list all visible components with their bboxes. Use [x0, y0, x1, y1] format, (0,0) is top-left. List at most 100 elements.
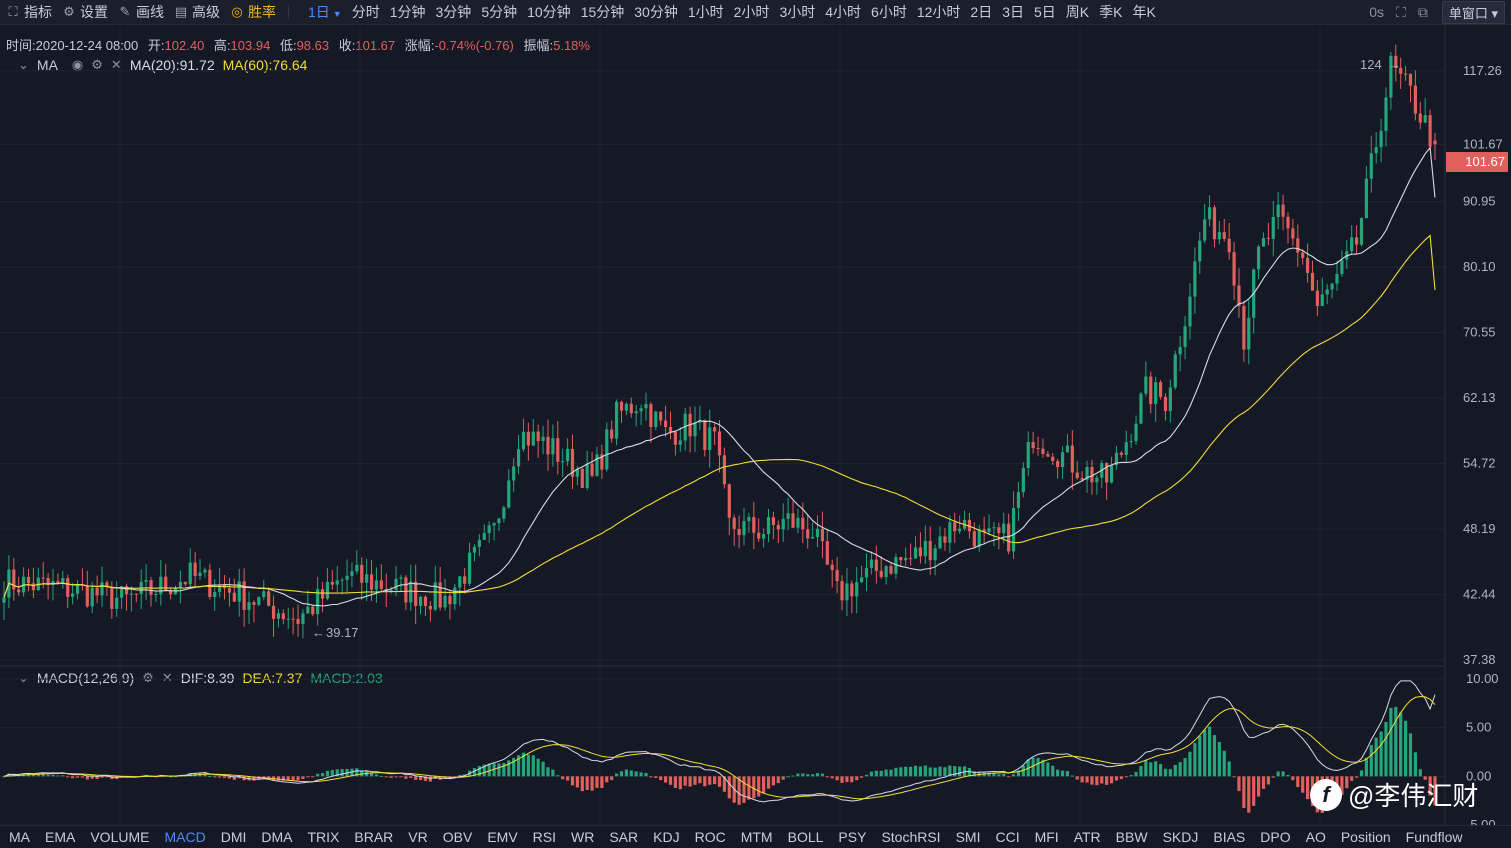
candle-body — [791, 513, 795, 528]
candle-body — [614, 401, 619, 439]
indicator-tab-smi[interactable]: SMI — [955, 829, 981, 845]
macd-bar — [75, 776, 80, 778]
period-tab[interactable]: 年K — [1132, 4, 1156, 20]
indicator-tab-skdj[interactable]: SKDJ — [1162, 829, 1199, 845]
tool-draw[interactable]: ✎ 画线 — [119, 4, 164, 20]
indicator-tab-bias[interactable]: BIAS — [1213, 829, 1246, 845]
indicator-tab-stochrsi[interactable]: StochRSI — [881, 829, 941, 845]
candle-body — [467, 552, 472, 584]
period-tab[interactable]: 15分钟 — [580, 4, 625, 20]
candle-body — [237, 581, 241, 602]
candle-body — [737, 529, 741, 536]
change-value: -0.74%(-0.76) — [434, 38, 514, 53]
close-icon[interactable]: ✕ — [110, 57, 122, 72]
indicator-tab-mfi[interactable]: MFI — [1034, 829, 1059, 845]
indicator-tab-dmi[interactable]: DMI — [220, 829, 247, 845]
period-tab[interactable]: 12小时 — [916, 4, 961, 20]
period-active[interactable]: 1日 ▼ — [308, 4, 342, 20]
candle-body — [806, 529, 810, 539]
indicator-tab-trix[interactable]: TRIX — [307, 829, 340, 845]
indicator-tab-wr[interactable]: WR — [571, 829, 595, 845]
period-tab[interactable]: 3分钟 — [435, 4, 472, 20]
period-tab[interactable]: 5日 — [1034, 4, 1056, 20]
indicator-tab-mtm[interactable]: MTM — [740, 829, 773, 845]
period-tab[interactable]: 2日 — [970, 4, 993, 20]
indicator-tab-brar[interactable]: BRAR — [354, 829, 394, 845]
candle-body — [634, 411, 638, 414]
macd-bar — [355, 768, 359, 777]
window-mode-button[interactable]: 单窗口 ▾ — [1441, 0, 1505, 24]
indicator-tab-emv[interactable]: EMV — [487, 829, 518, 845]
collapse-icon[interactable]: ⌄ — [18, 57, 29, 72]
macd-bar — [1173, 764, 1177, 777]
candle-body — [972, 531, 976, 547]
indicator-tab-kdj[interactable]: KDJ — [653, 829, 680, 845]
settings-icon[interactable]: ⚙ — [91, 57, 103, 72]
macd-bar — [1051, 765, 1055, 777]
period-tab[interactable]: 季K — [1099, 4, 1123, 20]
macd-bar — [825, 776, 829, 778]
period-tab[interactable]: 分时 — [351, 4, 380, 20]
candle-body — [1305, 258, 1310, 273]
indicator-tab-fundflow[interactable]: Fundflow — [1405, 829, 1463, 845]
candle-body — [286, 618, 290, 620]
indicator-tab-boll[interactable]: BOLL — [787, 829, 824, 845]
indicator-tab-obv[interactable]: OBV — [442, 829, 473, 845]
macd-bar — [227, 776, 232, 779]
candle-body — [164, 576, 168, 591]
candlestick-chart[interactable]: 117.26 101.67 90.95 80.10 70.55 62.13 54.72 48.… — [0, 24, 1511, 825]
candle-body — [1080, 478, 1084, 480]
period-tab[interactable]: 1分钟 — [389, 4, 426, 20]
indicator-tab-ao[interactable]: AO — [1305, 829, 1326, 845]
tool-indicator[interactable]: ⛶ 指标 — [6, 2, 52, 22]
period-tab[interactable]: 1小时 — [687, 4, 724, 20]
indicator-tab-dma[interactable]: DMA — [261, 829, 293, 845]
indicator-tab-ema[interactable]: EMA — [45, 829, 76, 845]
period-tab[interactable]: 30分钟 — [634, 4, 678, 20]
period-tab[interactable]: 2小时 — [733, 4, 770, 20]
tool-advanced[interactable]: ▤ 高级 — [174, 4, 220, 20]
period-tab[interactable]: 10分钟 — [527, 4, 571, 20]
period-tab[interactable]: 周K — [1065, 4, 1090, 20]
candle-body — [1203, 219, 1207, 241]
settings-icon[interactable]: ⚙ — [142, 670, 154, 685]
tool-settings[interactable]: ⚙ 设置 — [63, 4, 108, 20]
candle-body — [90, 587, 94, 607]
indicator-tab-sar[interactable]: SAR — [609, 829, 639, 845]
tool-win-rate[interactable]: ◎ 胜率 — [231, 4, 276, 20]
candle-body — [438, 582, 442, 608]
indicator-tab-volume[interactable]: VOLUME — [90, 829, 150, 845]
indicator-tab-rsi[interactable]: RSI — [532, 829, 557, 845]
macd-bar — [232, 776, 236, 780]
candle-body — [1354, 237, 1359, 245]
candle-body — [869, 559, 874, 568]
indicator-tab-psy[interactable]: PSY — [838, 829, 867, 845]
collapse-icon[interactable]: ⌄ — [18, 670, 29, 685]
indicator-tab-dpo[interactable]: DPO — [1260, 829, 1291, 845]
period-tab[interactable]: 3日 — [1002, 4, 1024, 20]
indicator-tab-atr[interactable]: ATR — [1073, 829, 1101, 845]
eye-icon[interactable]: ◉ — [71, 57, 84, 72]
candle-body — [958, 528, 962, 532]
indicator-tab-macd[interactable]: MACD — [164, 829, 206, 845]
fullscreen-icon[interactable]: ⛶ — [1396, 3, 1406, 20]
indicator-tab-ma[interactable]: MA — [9, 829, 30, 845]
macd-bar — [815, 773, 820, 777]
macd-bar — [90, 776, 94, 779]
right-arrow-icon: → — [1388, 57, 1401, 72]
macd-bar — [291, 776, 295, 781]
indicator-tab-roc[interactable]: ROC — [694, 829, 726, 845]
period-tab[interactable]: 4小时 — [825, 4, 862, 20]
indicator-tab-bbw[interactable]: BBW — [1115, 829, 1148, 845]
close-icon[interactable]: ✕ — [161, 670, 173, 685]
popout-icon[interactable]: ⧉ — [1417, 3, 1428, 20]
candle-body — [409, 581, 413, 603]
period-tab[interactable]: 3小时 — [779, 4, 816, 20]
indicator-tab-cci[interactable]: CCI — [995, 829, 1020, 845]
period-tab[interactable]: 6小时 — [871, 4, 907, 20]
indicator-tab-vr[interactable]: VR — [408, 829, 428, 845]
indicator-tab-position[interactable]: Position — [1340, 829, 1391, 845]
period-tab[interactable]: 5分钟 — [481, 4, 518, 20]
macd-bar — [1036, 757, 1040, 777]
candle-body — [1359, 218, 1364, 245]
